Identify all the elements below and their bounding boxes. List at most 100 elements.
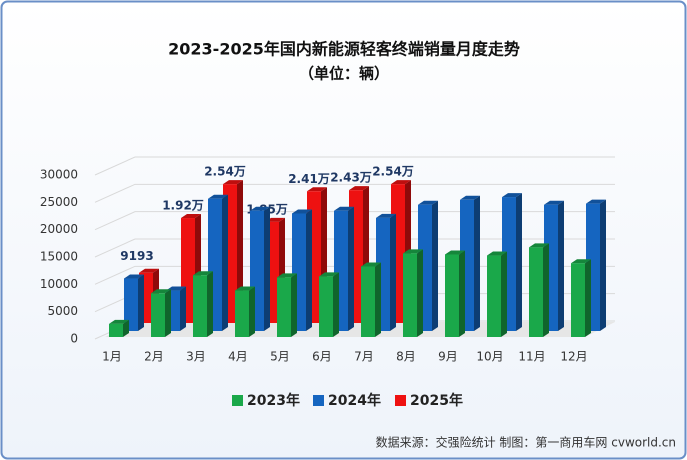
y-tick-label: 20000: [40, 222, 78, 236]
x-tick-label: 3月: [186, 350, 206, 364]
bar: [529, 247, 543, 337]
bar-side: [543, 243, 549, 337]
x-tick-label: 11月: [518, 350, 545, 364]
bar-side: [249, 286, 255, 337]
bar-side: [138, 274, 144, 331]
bar-top: [586, 199, 606, 204]
bar-top: [208, 194, 228, 199]
legend-swatch: [232, 395, 243, 406]
bar-top: [403, 249, 423, 254]
bar: [319, 276, 333, 337]
bar-top: [502, 193, 522, 198]
y-tick-label: 15000: [40, 250, 78, 264]
bar: [361, 266, 375, 337]
bar-side: [501, 251, 507, 337]
bar-top: [109, 319, 129, 324]
bar-top: [391, 180, 411, 185]
y-tick-label: 0: [70, 332, 78, 346]
value-label: 9193: [120, 249, 153, 263]
chart-title: 2023-2025年国内新能源轻客终端销量月度走势: [168, 40, 520, 59]
value-label: 2.54万: [372, 165, 414, 179]
bar-top: [193, 271, 213, 276]
bar: [193, 275, 207, 337]
bar-side: [333, 272, 339, 337]
bar-top: [349, 186, 369, 191]
bar-top: [235, 286, 255, 291]
bar-top: [124, 274, 144, 279]
x-tick-label: 10月: [476, 350, 503, 364]
bar-top: [307, 187, 327, 192]
x-tick-label: 9月: [438, 350, 458, 364]
bar-side: [390, 213, 396, 331]
value-label: 1.92万: [162, 199, 204, 213]
bar-top: [292, 209, 312, 214]
bar-top: [250, 206, 270, 211]
bar-side: [459, 250, 465, 337]
source-note: 数据来源：交强险统计 制图：第一商用车网 cvworld.cn: [376, 435, 676, 450]
bar: [151, 293, 165, 337]
bar-side: [585, 259, 591, 337]
bar-side: [417, 249, 423, 337]
y-tick-label: 30000: [40, 168, 78, 182]
bar-side: [375, 262, 381, 337]
value-label: 2.41万: [288, 172, 330, 186]
bar-top: [571, 259, 591, 264]
bar-top: [445, 250, 465, 255]
legend-swatch: [395, 395, 406, 406]
bar-top: [544, 200, 564, 205]
bar-side: [180, 286, 186, 331]
x-tick-label: 8月: [396, 350, 416, 364]
bar: [487, 255, 501, 337]
bar-top: [487, 251, 507, 256]
bar-side: [165, 289, 171, 337]
chart-subtitle: （单位：辆）: [299, 65, 389, 83]
bar-side: [600, 199, 606, 331]
bar-top: [460, 195, 480, 200]
bar: [109, 323, 123, 337]
value-label: 2.43万: [330, 171, 372, 185]
bar: [277, 277, 291, 337]
x-tick-label: 5月: [270, 350, 290, 364]
bar-side: [291, 273, 297, 337]
x-tick-label: 4月: [228, 350, 248, 364]
bar-top: [277, 273, 297, 278]
bar-side: [123, 319, 129, 337]
legend-swatch: [313, 395, 324, 406]
grid-line: [94, 238, 615, 258]
value-label: 2.54万: [204, 165, 246, 179]
bar-top: [151, 289, 171, 294]
bar-top: [361, 262, 381, 267]
bar-side: [432, 200, 438, 331]
x-tick-label: 1月: [102, 350, 122, 364]
x-tick-label: 6月: [312, 350, 332, 364]
bar-top: [139, 268, 159, 273]
grid-line: [94, 156, 615, 176]
bar-side: [207, 271, 213, 337]
bar-side: [474, 195, 480, 331]
y-tick-label: 10000: [40, 277, 78, 291]
bar-side: [264, 206, 270, 331]
bar-top: [181, 214, 201, 219]
bar-top: [529, 243, 549, 248]
grid-line: [94, 183, 615, 203]
x-tick-label: 12月: [560, 350, 587, 364]
bar-side: [348, 206, 354, 331]
grid-line: [94, 211, 615, 231]
bar-side: [558, 200, 564, 331]
bar-side: [516, 193, 522, 331]
bar-side: [306, 209, 312, 331]
bar-top: [319, 272, 339, 277]
legend-label: 2023年: [247, 392, 300, 409]
x-tick-label: 2月: [144, 350, 164, 364]
bar: [445, 254, 459, 337]
bar: [571, 263, 585, 337]
legend-label: 2025年: [410, 392, 463, 409]
bar: [235, 290, 249, 337]
y-tick-label: 25000: [40, 195, 78, 209]
bar: [124, 278, 138, 331]
bar-top: [376, 213, 396, 218]
bar-top: [223, 180, 243, 185]
y-tick-label: 5000: [47, 304, 78, 318]
bar-side: [222, 194, 228, 331]
